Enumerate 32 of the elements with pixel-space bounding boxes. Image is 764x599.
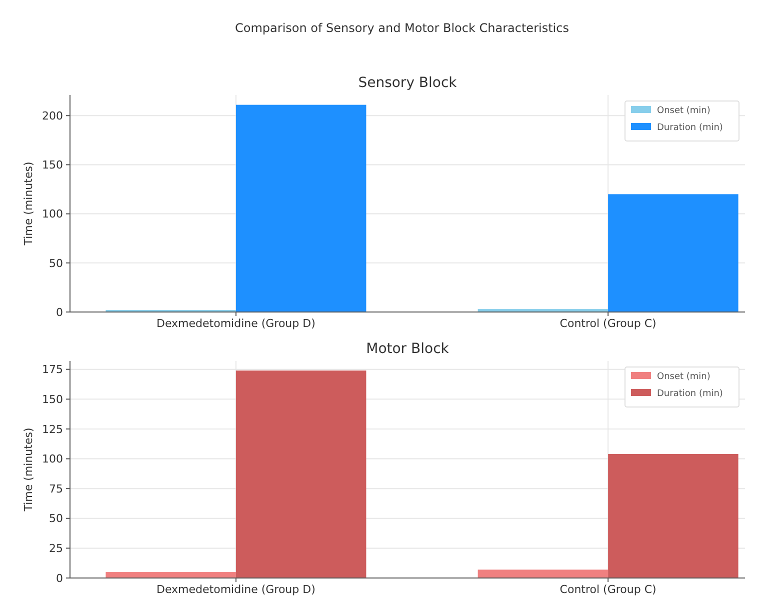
legend-label: Onset (min): [657, 106, 710, 116]
chart-subtitle: Motor Block: [366, 341, 450, 357]
y-tick-label: 50: [49, 256, 63, 270]
x-tick-label: Control (Group C): [560, 317, 656, 330]
y-tick-label: 100: [42, 208, 63, 221]
bar: [478, 570, 608, 578]
y-axis-title: Time (minutes): [22, 428, 35, 512]
y-tick-label: 75: [49, 482, 63, 496]
x-tick-label: Control (Group C): [560, 583, 656, 596]
x-tick-label: Dexmedetomidine (Group D): [156, 317, 316, 330]
y-tick-label: 150: [42, 158, 63, 172]
legend-label: Duration (min): [657, 389, 723, 400]
legend-label: Onset (min): [657, 372, 710, 382]
legend-label: Duration (min): [657, 123, 723, 134]
y-axis-title: Time (minutes): [22, 162, 35, 246]
chart-subtitle: Sensory Block: [358, 75, 458, 91]
x-tick-label: Dexmedetomidine (Group D): [156, 583, 316, 596]
bar: [236, 370, 366, 578]
y-tick-label: 25: [49, 542, 63, 556]
bar: [106, 572, 236, 578]
y-tick-label: 100: [42, 452, 63, 466]
bar: [236, 104, 366, 312]
bar: [608, 194, 738, 312]
y-tick-label: 0: [56, 572, 63, 585]
y-tick-label: 125: [42, 422, 63, 436]
bar: [608, 454, 738, 578]
chart-title: Comparison of Sensory and Motor Block Characteristics: [235, 21, 569, 35]
y-tick-label: 200: [42, 109, 63, 122]
y-tick-label: 175: [42, 363, 63, 376]
y-tick-label: 50: [49, 512, 63, 526]
y-tick-label: 150: [42, 393, 63, 406]
y-tick-label: 0: [56, 306, 63, 319]
